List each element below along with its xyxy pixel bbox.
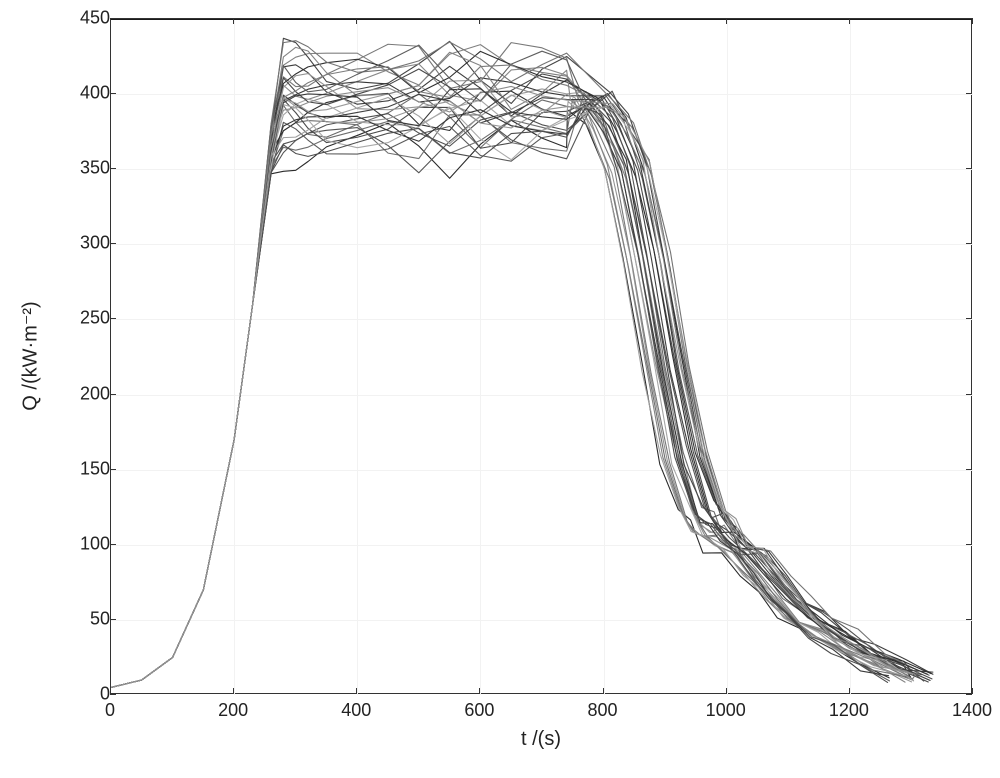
x-axis-label: t /(s) — [521, 728, 561, 751]
series-line — [111, 78, 933, 688]
y-tick-label: 150 — [0, 458, 110, 479]
series-line — [111, 51, 931, 687]
series-line — [111, 45, 889, 687]
heat-flux-time-chart: 0200400600800100012001400 05010015020025… — [0, 0, 1000, 778]
series-line — [111, 107, 888, 688]
series-line — [111, 91, 924, 687]
series-line — [111, 94, 930, 687]
series-line — [111, 69, 928, 688]
x-tick-label: 600 — [464, 700, 494, 721]
y-tick-label: 50 — [0, 608, 110, 629]
series-line — [111, 45, 912, 688]
x-tick-label: 200 — [218, 700, 248, 721]
x-tick-label: 1200 — [829, 700, 869, 721]
y-tick-label: 250 — [0, 308, 110, 329]
plot-area — [110, 18, 972, 694]
y-tick-label: 350 — [0, 158, 110, 179]
series-lines — [111, 19, 973, 695]
x-tick-label: 1000 — [706, 700, 746, 721]
x-tick-label: 400 — [341, 700, 371, 721]
series-line — [111, 103, 927, 687]
y-tick-label: 300 — [0, 233, 110, 254]
x-tick-label: 1400 — [952, 700, 992, 721]
y-axis-label: Q /(kW·m⁻²) — [18, 301, 43, 410]
x-tick-label: 800 — [588, 700, 618, 721]
series-line — [111, 101, 929, 688]
series-line — [111, 97, 932, 687]
y-tick-label: 0 — [0, 684, 110, 705]
y-tick-label: 450 — [0, 8, 110, 29]
y-tick-label: 400 — [0, 83, 110, 104]
y-tick-label: 100 — [0, 533, 110, 554]
y-tick-label: 200 — [0, 383, 110, 404]
